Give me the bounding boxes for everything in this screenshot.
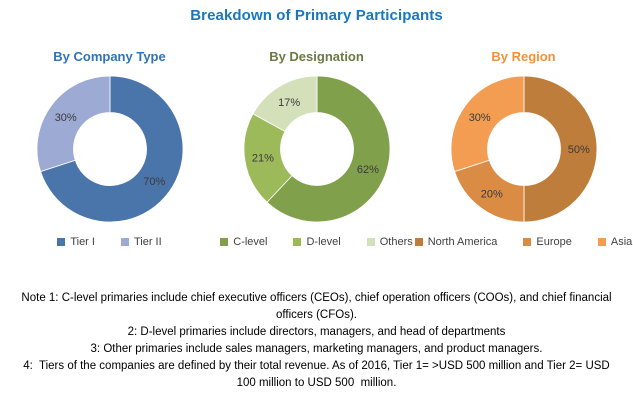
legend-swatch-tier-ii xyxy=(120,238,129,246)
legend-swatch-others xyxy=(366,238,375,246)
chart-by-company-type: By Company Type 70% 30% Tier I Tier II xyxy=(6,48,213,248)
legend-label-europe: Europe xyxy=(536,236,572,248)
donut-value-label: 17% xyxy=(278,97,300,109)
legend-item-europe: Europe xyxy=(523,236,572,248)
footnotes: Note 1: C-level primaries include chief … xyxy=(0,290,633,392)
donut-segment-asia xyxy=(450,75,524,173)
legend-label-tier-ii: Tier II xyxy=(133,236,162,248)
page-title: Breakdown of Primary Participants xyxy=(190,7,443,24)
donut-value-label: 21% xyxy=(251,153,273,165)
legend-label-north-america: North America xyxy=(427,236,498,248)
legend-label-asia: Asia xyxy=(610,236,633,248)
legend-label-c-level: C-level xyxy=(233,236,268,248)
donut-segment-others xyxy=(251,75,317,132)
chart-title-by-company-type: By Company Type xyxy=(53,49,166,64)
legend-by-company-type: Tier I Tier II xyxy=(57,236,162,248)
note-line: Note 1: C-level primaries include chief … xyxy=(21,292,612,304)
legend-item-others: Others xyxy=(366,236,413,248)
donut-segment-tier-i xyxy=(39,75,183,223)
legend-swatch-d-level xyxy=(293,238,302,246)
legend-label-d-level: D-level xyxy=(306,236,341,248)
legend-swatch-tier-i xyxy=(57,238,66,246)
chart-title-by-region: By Region xyxy=(491,49,556,64)
legend-by-designation: C-level D-level Others xyxy=(220,236,413,248)
donut-value-label: 20% xyxy=(480,188,502,200)
donut-value-label: 62% xyxy=(356,164,378,176)
chart-title-by-designation: By Designation xyxy=(269,49,364,64)
donut-value-label: 30% xyxy=(54,112,76,124)
donut-chart-by-region: 50% 20% 30% xyxy=(450,75,597,223)
donut-segment-tier-ii xyxy=(36,75,110,173)
legend-item-c-level: C-level xyxy=(220,236,267,248)
chart-by-region: By Region 50% 20% 30% North America Europe A… xyxy=(414,48,632,248)
donut-chart-by-company-type: 70% 30% xyxy=(36,75,183,223)
legend-swatch-asia xyxy=(597,238,606,246)
donut-segment-north-america xyxy=(523,75,597,223)
charts-row: By Company Type 70% 30% Tier I Tier II By … xyxy=(0,48,633,248)
legend-swatch-north-america xyxy=(414,238,423,246)
legend-swatch-c-level xyxy=(220,238,229,246)
legend-item-d-level: D-level xyxy=(293,236,341,248)
legend-swatch-europe xyxy=(523,238,532,246)
note-line: 3: Other primaries include sales manager… xyxy=(90,343,543,355)
donut-value-label: 70% xyxy=(143,176,165,188)
donut-chart-by-designation: 62% 21% 17% xyxy=(243,75,390,223)
donut-segment-c-level xyxy=(265,75,390,223)
note-line: 100 million to USD 500 million. xyxy=(236,377,397,389)
legend-by-region: North America Europe Asia xyxy=(414,236,633,248)
legend-item-tier-i: Tier I xyxy=(57,236,95,248)
legend-item-north-america: North America xyxy=(414,236,498,248)
legend-label-others: Others xyxy=(379,236,413,248)
note-line: 4: Tiers of the companies are defined by… xyxy=(23,360,610,372)
note-line: 2: D-level primaries include directors, … xyxy=(127,326,506,338)
donut-value-label: 30% xyxy=(468,112,490,124)
legend-label-tier-i: Tier I xyxy=(70,236,95,248)
legend-item-asia: Asia xyxy=(597,236,633,248)
chart-by-designation: By Designation 62% 21% 17% C-level D-level O… xyxy=(213,48,420,248)
legend-item-tier-ii: Tier II xyxy=(120,236,162,248)
donut-value-label: 50% xyxy=(567,144,589,156)
note-line: officers (CFOs). xyxy=(276,309,357,321)
